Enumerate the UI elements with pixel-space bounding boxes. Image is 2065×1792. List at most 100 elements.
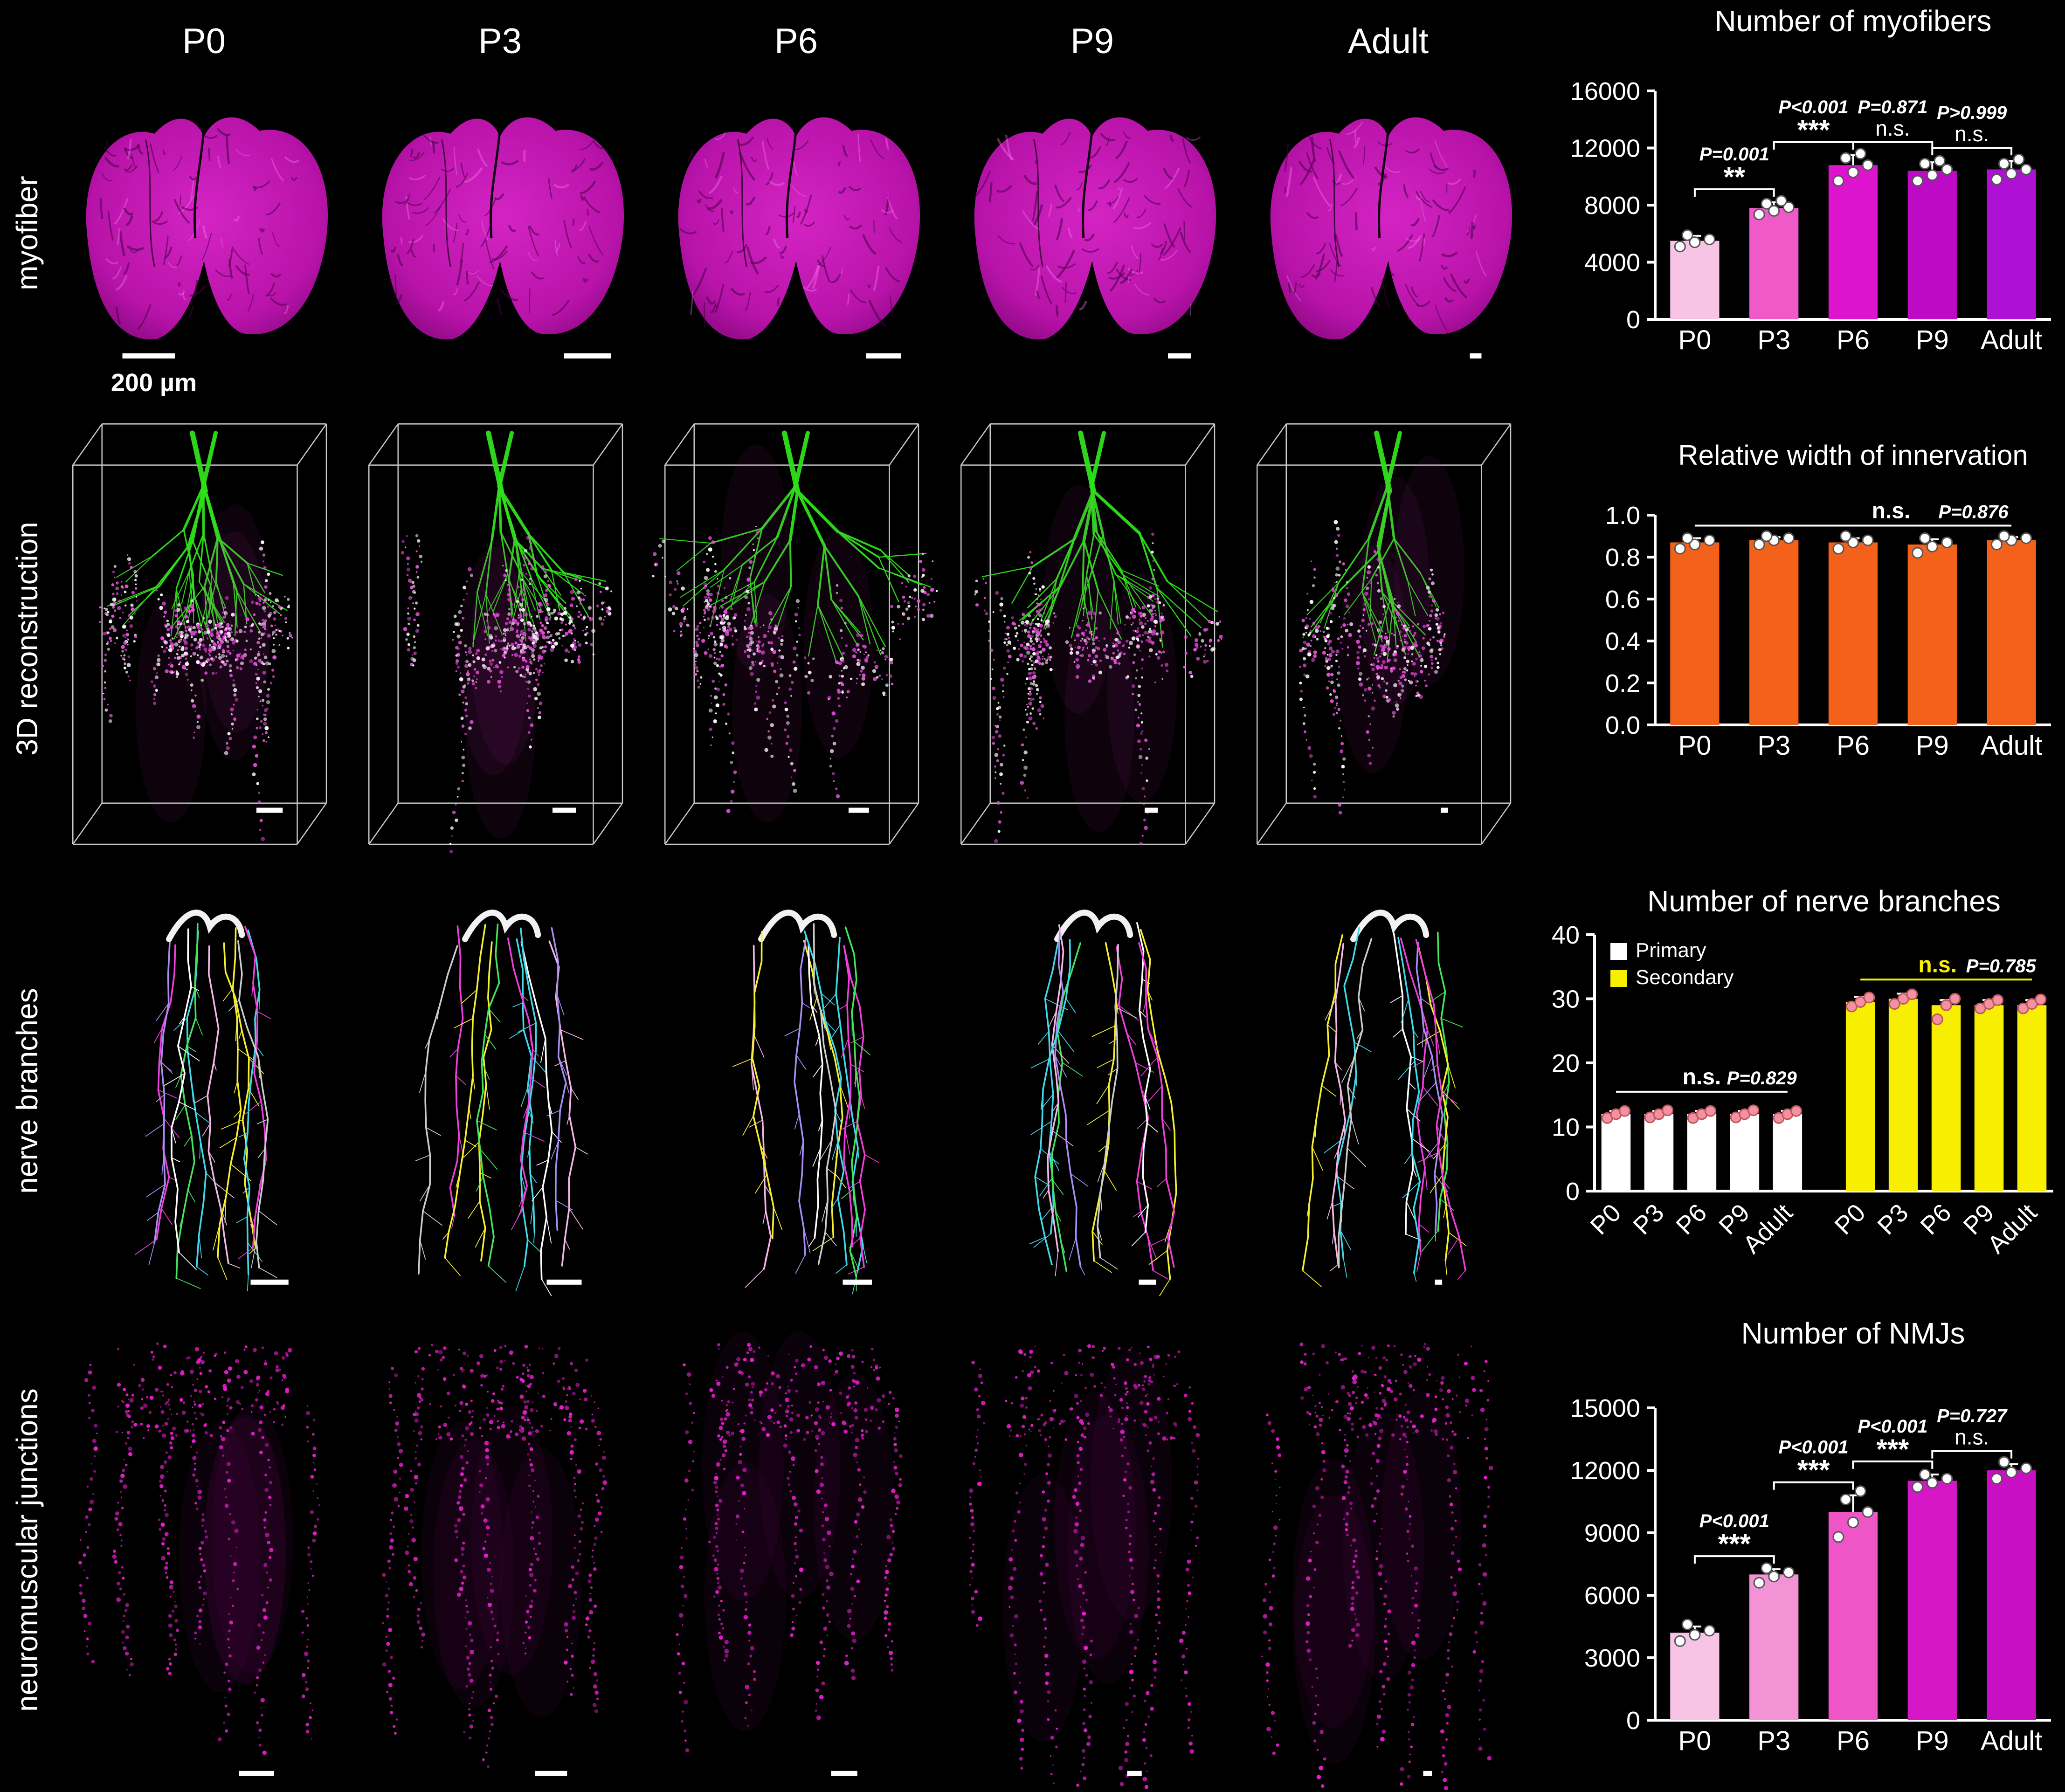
- data-point: [1753, 208, 1765, 221]
- nerve-art: [134, 910, 289, 1291]
- data-point: [1761, 530, 1773, 542]
- nerve-tracing-p6: [650, 886, 942, 1296]
- nerve-art: [732, 910, 879, 1294]
- col-header-p9: P9: [1070, 21, 1114, 61]
- scale-bar: [843, 1279, 872, 1285]
- data-point: [1926, 541, 1938, 552]
- data-point: [1991, 1473, 2003, 1485]
- data-point: [1768, 205, 1780, 217]
- nerve-tracing-p3: [354, 886, 646, 1296]
- bar-P0-0: [1670, 542, 1720, 725]
- scale-bar: [866, 353, 901, 358]
- data-point: [1832, 175, 1844, 187]
- nerve-art: [1029, 910, 1177, 1296]
- myofiber-art: [382, 117, 624, 358]
- data-point: [1998, 158, 2010, 170]
- bar-Adult-4: [1987, 169, 2036, 319]
- reconstruction-3d-p6: [650, 410, 942, 867]
- recon-art: [960, 423, 1223, 846]
- data-point: [1782, 201, 1795, 214]
- significance-bracket: [1852, 141, 1934, 150]
- row-label-3d-reconstruction: 3D reconstruction: [10, 522, 44, 756]
- data-point: [1926, 169, 1938, 181]
- recon-art: [72, 423, 327, 845]
- data-point: [1674, 1635, 1686, 1647]
- scale-bar: [831, 1771, 857, 1776]
- data-point: [1934, 155, 1946, 167]
- scale-bar: [122, 353, 175, 358]
- data-point: [2020, 1462, 2032, 1475]
- data-point: [1681, 532, 1693, 544]
- data-point: [1761, 1562, 1773, 1574]
- micrograph-myofiber-p6: [650, 93, 942, 382]
- data-point: [2005, 168, 2017, 180]
- scale-bar: [1423, 1771, 1432, 1776]
- bar-P3-1: [1749, 540, 1799, 725]
- significance-bracket: [1693, 188, 1775, 197]
- data-point: [1912, 175, 1924, 187]
- bar-P9-3: [1730, 1114, 1760, 1191]
- significance-bracket: [1773, 1481, 1854, 1490]
- bar-Adult-9: [2017, 1005, 2047, 1191]
- recon-art: [1257, 423, 1512, 845]
- bar-Adult-4: [1987, 540, 2036, 725]
- data-point: [1854, 1485, 1866, 1497]
- recon-art: [368, 423, 623, 854]
- data-point: [1674, 241, 1686, 253]
- bar-P0-0: [1670, 241, 1720, 319]
- scale-bar: [1145, 807, 1158, 813]
- data-point: [1761, 198, 1773, 210]
- nerve-art: [415, 910, 588, 1296]
- data-point: [1862, 534, 1874, 546]
- data-point: [1919, 532, 1931, 544]
- micrograph-myofiber-adult: [1243, 93, 1534, 382]
- data-point: [1674, 543, 1686, 555]
- data-point: [2020, 532, 2032, 544]
- data-point: [1919, 158, 1931, 170]
- data-point: [1862, 159, 1874, 171]
- data-point: [1906, 988, 1918, 1000]
- significance-bracket: [1693, 1555, 1775, 1564]
- data-point: [1775, 195, 1787, 207]
- nmj-micrograph-p6: [650, 1310, 942, 1790]
- data-point: [1689, 1629, 1701, 1641]
- row-label-myofiber: myofiber: [10, 176, 44, 290]
- data-point: [1681, 229, 1693, 241]
- reconstruction-3d-p0: [58, 410, 350, 867]
- data-point: [1768, 1571, 1780, 1583]
- nerve-art: [1302, 910, 1467, 1287]
- data-point: [1832, 543, 1844, 555]
- data-point: [1790, 1105, 1803, 1117]
- scale-bar: [1139, 1279, 1156, 1285]
- data-point: [1926, 1477, 1938, 1489]
- chart-svg-innervation: Relative width of innervation0.00.20.40.…: [1605, 440, 2051, 761]
- data-point: [1681, 1619, 1693, 1631]
- bar-P6-2: [1687, 1114, 1717, 1191]
- reconstruction-3d-p9: [946, 410, 1238, 867]
- data-point: [1941, 1473, 1953, 1485]
- data-point: [1991, 173, 2003, 186]
- data-point: [1941, 537, 1953, 548]
- nmj-micrograph-adult: [1243, 1310, 1534, 1790]
- significance-bracket: [1931, 1450, 2013, 1459]
- nerve-tracing-p9: [946, 886, 1238, 1296]
- data-point: [1998, 1456, 2010, 1468]
- data-point: [1847, 537, 1859, 548]
- data-point: [1753, 538, 1765, 551]
- col-header-adult: Adult: [1347, 21, 1429, 61]
- bar-P3-6: [1888, 999, 1918, 1191]
- data-point: [2013, 153, 2025, 165]
- data-point: [1919, 1468, 1931, 1481]
- bar-Adult-4: [1987, 1470, 2036, 1720]
- bar-P3-1: [1749, 1574, 1799, 1720]
- col-header-p3: P3: [478, 21, 522, 61]
- data-point: [1619, 1105, 1631, 1117]
- legend-swatch-Secondary: [1610, 970, 1627, 987]
- data-point: [1888, 998, 1900, 1010]
- bar-P9-3: [1907, 171, 1957, 319]
- reconstruction-3d-adult: [1243, 410, 1534, 867]
- chart-number-of-nerve-branches: Number of nerve branches 0 10 20 30 40 P0 P3 P6 P…: [1520, 883, 2065, 1294]
- data-point: [1912, 1481, 1924, 1493]
